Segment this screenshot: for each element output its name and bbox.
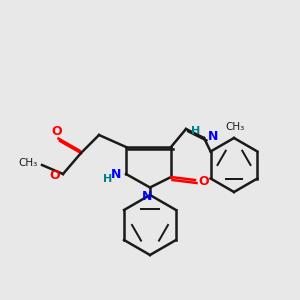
Text: N: N [111, 167, 122, 181]
Text: O: O [199, 175, 209, 188]
Text: CH₃: CH₃ [226, 122, 245, 132]
Text: N: N [142, 190, 152, 203]
Text: N: N [208, 130, 218, 143]
Text: O: O [50, 169, 60, 182]
Text: H: H [191, 125, 201, 136]
Text: O: O [51, 125, 62, 138]
Text: CH₃: CH₃ [18, 158, 38, 169]
Text: H: H [103, 173, 112, 184]
